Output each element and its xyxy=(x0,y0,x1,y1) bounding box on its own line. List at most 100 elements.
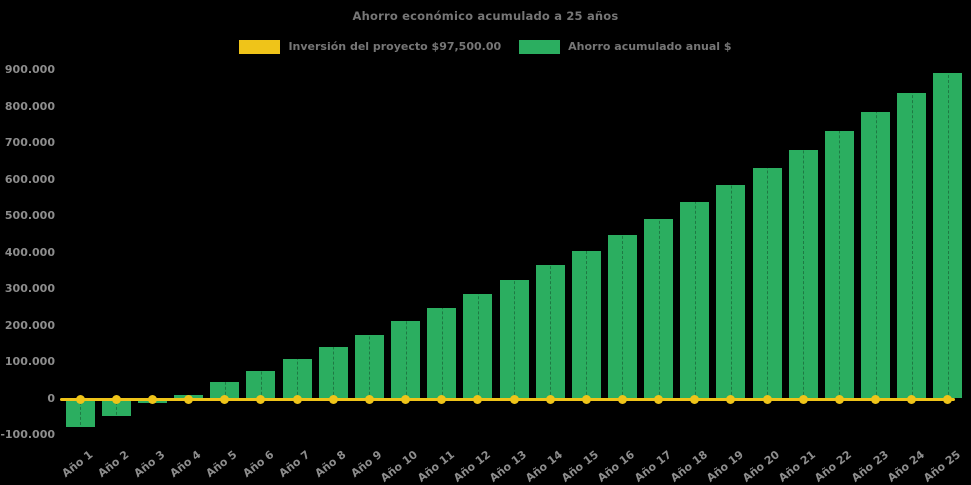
y-tick-label: 700.000 xyxy=(4,136,55,149)
line-marker xyxy=(292,395,302,404)
line-marker xyxy=(907,395,917,404)
line-marker xyxy=(654,395,664,404)
category-gridline xyxy=(80,70,82,435)
line-marker xyxy=(871,395,881,404)
y-tick-label: -100.000 xyxy=(0,428,55,441)
line-marker xyxy=(401,395,411,404)
line-marker xyxy=(364,395,374,404)
line-marker xyxy=(617,395,627,404)
category-gridline xyxy=(875,70,877,435)
bar xyxy=(210,382,240,399)
y-tick-label: 200.000 xyxy=(4,318,55,332)
line-marker xyxy=(147,395,157,404)
line-marker xyxy=(328,395,338,404)
x-tick-label: Año 5 xyxy=(203,448,240,481)
bar xyxy=(499,279,529,399)
category-gridline xyxy=(947,70,949,435)
bar xyxy=(933,73,963,399)
bar xyxy=(571,251,601,399)
legend-swatch-investment xyxy=(239,39,281,54)
x-tick-label: Año 11 xyxy=(414,448,457,485)
category-gridline xyxy=(297,70,299,435)
line-marker xyxy=(509,395,519,404)
x-tick-label: Año 6 xyxy=(240,448,276,481)
bar xyxy=(788,150,818,399)
line-marker xyxy=(726,395,736,404)
legend-item-savings[interactable]: Ahorro acumulado anual $ xyxy=(519,39,732,54)
x-tick-label: Año 8 xyxy=(312,448,349,481)
x-tick-label: Año 17 xyxy=(631,448,674,485)
x-tick-label: Año 24 xyxy=(884,448,927,485)
bar xyxy=(318,347,348,399)
x-tick-label: Año 15 xyxy=(559,448,602,485)
category-gridline xyxy=(260,70,262,435)
line-marker xyxy=(690,395,700,404)
y-tick-label: 800.000 xyxy=(4,99,55,113)
line-marker xyxy=(943,395,953,404)
line-marker xyxy=(834,395,844,404)
category-gridline xyxy=(441,70,443,435)
category-gridline xyxy=(803,70,805,435)
category-gridline xyxy=(405,70,407,435)
y-tick-label: 0 xyxy=(47,391,55,405)
bar xyxy=(680,202,710,399)
x-tick-label: Año 7 xyxy=(276,448,313,481)
x-tick-label: Año 18 xyxy=(667,448,710,485)
line-marker xyxy=(545,395,555,404)
bar xyxy=(716,185,746,399)
x-tick-label: Año 13 xyxy=(487,448,530,485)
bar xyxy=(354,334,384,399)
x-tick-label: Año 16 xyxy=(595,448,638,485)
x-tick-label: Año 20 xyxy=(740,448,783,485)
bar xyxy=(246,371,276,399)
category-gridline xyxy=(224,70,226,435)
bar xyxy=(861,112,891,399)
line-marker xyxy=(762,395,772,404)
line-marker xyxy=(111,395,121,404)
bar xyxy=(897,92,927,399)
bar xyxy=(752,168,782,399)
category-gridline xyxy=(152,70,154,435)
x-tick-label: Año 25 xyxy=(921,448,963,485)
x-tick-label: Año 14 xyxy=(523,448,566,485)
x-tick-label: Año 21 xyxy=(776,448,819,485)
x-tick-label: Año 22 xyxy=(812,448,855,485)
category-gridline xyxy=(550,70,552,435)
x-tick-label: Año 12 xyxy=(450,448,493,485)
category-gridline xyxy=(911,70,913,435)
bar xyxy=(391,321,421,399)
category-gridline xyxy=(622,70,624,435)
category-gridline xyxy=(586,70,588,435)
bar xyxy=(427,307,457,399)
bar xyxy=(282,359,312,399)
bar xyxy=(535,264,565,399)
category-gridline xyxy=(839,70,841,435)
legend-label-investment: Inversión del proyecto $97,500.00 xyxy=(288,40,502,53)
bar xyxy=(824,131,854,399)
x-tick-label: Año 4 xyxy=(167,448,204,481)
x-tick-label: Año 23 xyxy=(848,448,891,485)
y-tick-label: 500.000 xyxy=(4,209,55,222)
y-tick-label: 600.000 xyxy=(4,172,55,186)
category-gridline xyxy=(514,70,515,435)
legend-swatch-savings xyxy=(519,39,561,54)
chart-title: Ahorro económico acumulado a 25 años xyxy=(352,9,619,23)
line-marker xyxy=(75,395,85,404)
investment-line xyxy=(60,397,955,401)
line-marker xyxy=(256,395,266,404)
y-tick-label: 900.000 xyxy=(4,63,55,76)
category-gridline xyxy=(658,70,660,435)
x-tick-label: Año 10 xyxy=(378,448,421,485)
x-tick-label: Año 3 xyxy=(131,448,168,481)
legend-item-investment[interactable]: Inversión del proyecto $97,500.00 xyxy=(239,39,502,54)
line-marker xyxy=(437,395,447,404)
y-tick-label: 100.000 xyxy=(4,355,55,368)
x-tick-label: Año 1 xyxy=(59,448,96,481)
bar xyxy=(644,218,674,399)
legend-label-savings: Ahorro acumulado anual $ xyxy=(568,40,732,53)
category-gridline xyxy=(767,70,769,435)
bar xyxy=(463,294,493,399)
category-gridline xyxy=(116,70,118,435)
category-gridline xyxy=(730,70,732,435)
legend: Inversión del proyecto $97,500.00 Ahorro… xyxy=(0,38,971,55)
